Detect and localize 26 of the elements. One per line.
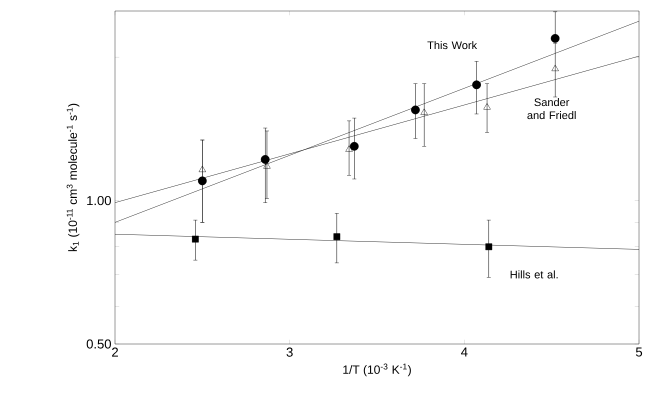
point [345, 145, 353, 152]
point [483, 103, 491, 110]
point [420, 108, 428, 115]
x-tick-label: 4 [461, 348, 468, 356]
point [472, 80, 481, 90]
point [333, 233, 340, 240]
point [198, 166, 206, 172]
point [350, 142, 359, 151]
x-tick-label: 5 [636, 348, 642, 357]
point [485, 243, 492, 250]
point [411, 106, 420, 114]
x-tick-label: 2 [112, 348, 118, 357]
x-axis-title: 1/T (10$^{-3}$ K$^{-1}$) [343, 364, 411, 376]
text: This Work [427, 41, 478, 50]
point [192, 236, 199, 243]
point [260, 155, 270, 164]
point [263, 162, 271, 169]
y-tick-label: 0.50 [86, 339, 111, 349]
point [552, 64, 559, 72]
text: Hills et al. [510, 270, 558, 278]
text: Sander and Friedl [527, 98, 576, 120]
y-tick-label: 1.00 [87, 196, 111, 206]
x-tick-label: 3 [286, 348, 293, 357]
point [198, 176, 207, 186]
text: k$_{1}$ (10$^{-11}$ cm$^{3}$ molecule$^{-1}$ s$^{-1}$) [66, 104, 80, 252]
point [550, 34, 560, 43]
